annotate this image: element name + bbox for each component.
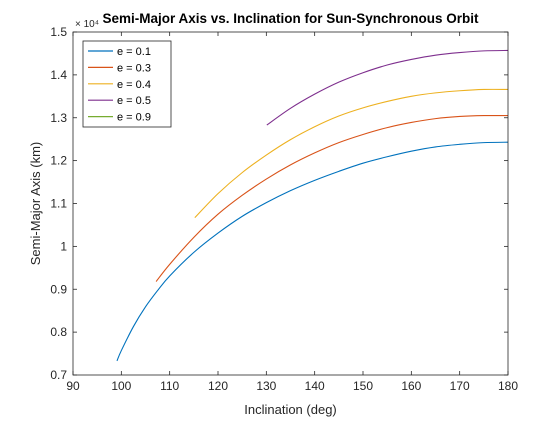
- x-tick-label: 180: [498, 379, 518, 393]
- legend-label: e = 0.1: [117, 46, 151, 58]
- axes-layer: 90 100 110 120 130 140 150 160 170 180 0.7 0.8 0.9 1 1…: [50, 25, 518, 393]
- series-line-3: [266, 49, 509, 126]
- legend-label: e = 0.5: [117, 95, 151, 107]
- x-tick-label: 90: [66, 379, 80, 393]
- y-tick-label: 1.4: [50, 68, 67, 82]
- y-tick-label: 0.9: [50, 282, 67, 296]
- legend-label: e = 0.9: [117, 112, 151, 124]
- legend-label: e = 0.3: [117, 62, 151, 74]
- y-exponent-label: × 10⁴: [75, 19, 99, 30]
- x-tick-label: 110: [160, 379, 179, 393]
- legend: e = 0.1 e = 0.3 e = 0.4 e = 0.5 e = 0.9: [82, 40, 172, 128]
- series-line-2: [194, 88, 509, 219]
- y-tick-label: 0.8: [50, 325, 67, 339]
- x-tick-label: 140: [305, 379, 325, 393]
- chart-title: Semi-Major Axis vs. Inclination for Sun-…: [102, 11, 479, 26]
- x-tick-label: 160: [401, 379, 421, 393]
- y-tick-label: 0.7: [50, 368, 67, 382]
- x-tick-label: 130: [256, 379, 276, 393]
- x-tick-label: 100: [111, 379, 131, 393]
- legend-label: e = 0.4: [117, 79, 151, 91]
- series-line-1: [155, 114, 509, 282]
- x-tick-label: 120: [208, 379, 228, 393]
- series-line-0: [116, 141, 509, 362]
- y-tick-label: 1.2: [50, 154, 67, 168]
- y-tick-label: 1.3: [50, 111, 67, 125]
- y-tick-label: 1: [60, 239, 67, 253]
- y-tick-label: 1.5: [50, 25, 67, 39]
- series-layer: [116, 49, 509, 362]
- y-tick-label: 1.1: [50, 197, 67, 211]
- x-tick-label: 150: [353, 379, 373, 393]
- x-tick-label: 170: [450, 379, 470, 393]
- x-axis-label: Inclination (deg): [244, 402, 337, 417]
- y-axis-label: Semi-Major Axis (km): [28, 142, 43, 266]
